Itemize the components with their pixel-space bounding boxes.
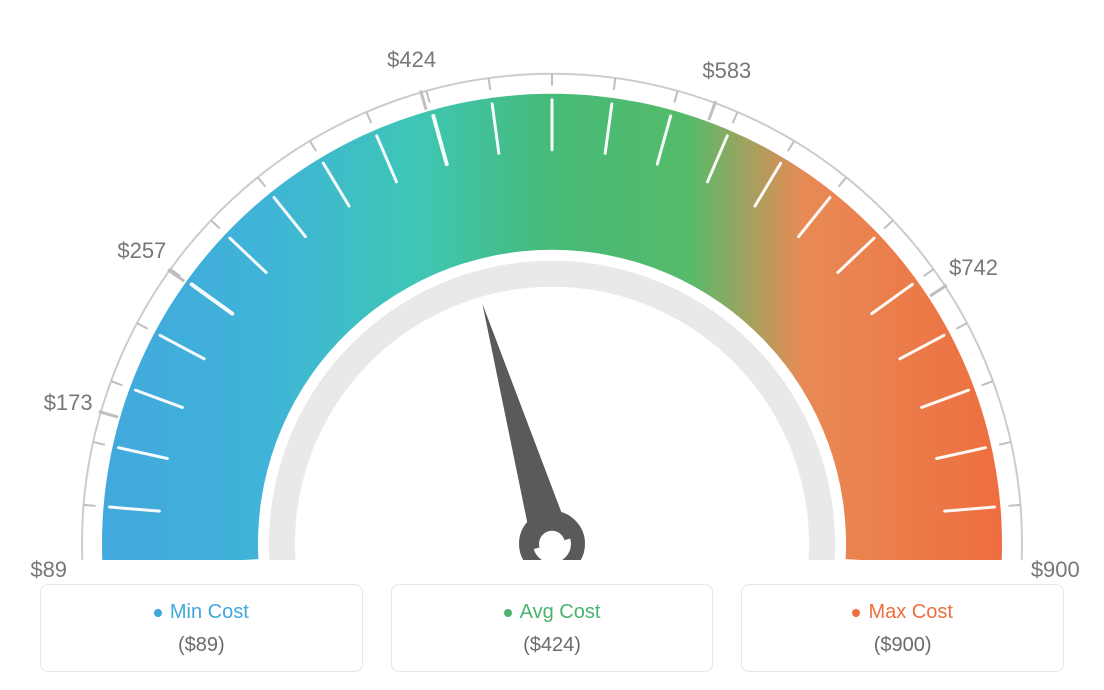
legend-min-label: Min Cost [170, 601, 249, 624]
gauge-tick-label: $583 [702, 58, 751, 84]
gauge-tick-label: $742 [949, 255, 998, 281]
legend-max-dot [852, 609, 860, 617]
gauge-tick-label: $173 [44, 390, 93, 416]
legend-avg-value: ($424) [402, 634, 703, 657]
gauge-tick-label: $89 [30, 557, 67, 583]
legend-avg-box: Avg Cost ($424) [391, 584, 714, 672]
legend-avg-label: Avg Cost [520, 601, 601, 624]
legend-max-label: Max Cost [868, 601, 952, 624]
gauge-tick-label: $900 [1031, 557, 1080, 583]
legend-max-value: ($900) [752, 634, 1053, 657]
legend-min-box: Min Cost ($89) [40, 584, 363, 672]
legend-avg-dot [504, 609, 512, 617]
gauge-chart: $89$173$257$424$583$742$900 [22, 20, 1082, 560]
cost-gauge-widget: $89 $173 $257 $424 $583 $742 $900 Min Cost ($8… [0, 0, 1104, 690]
gauge-tick-label: $257 [117, 238, 166, 264]
legend-row: Min Cost ($89) Avg Cost ($424) Max Cost … [0, 584, 1104, 672]
gauge-tick-label: $424 [387, 47, 436, 73]
legend-min-title: Min Cost [154, 601, 249, 624]
gauge-svg [22, 20, 1082, 560]
legend-min-dot [154, 609, 162, 617]
legend-avg-title: Avg Cost [504, 601, 601, 624]
legend-min-value: ($89) [51, 634, 352, 657]
legend-max-title: Max Cost [852, 601, 952, 624]
legend-max-box: Max Cost ($900) [741, 584, 1064, 672]
